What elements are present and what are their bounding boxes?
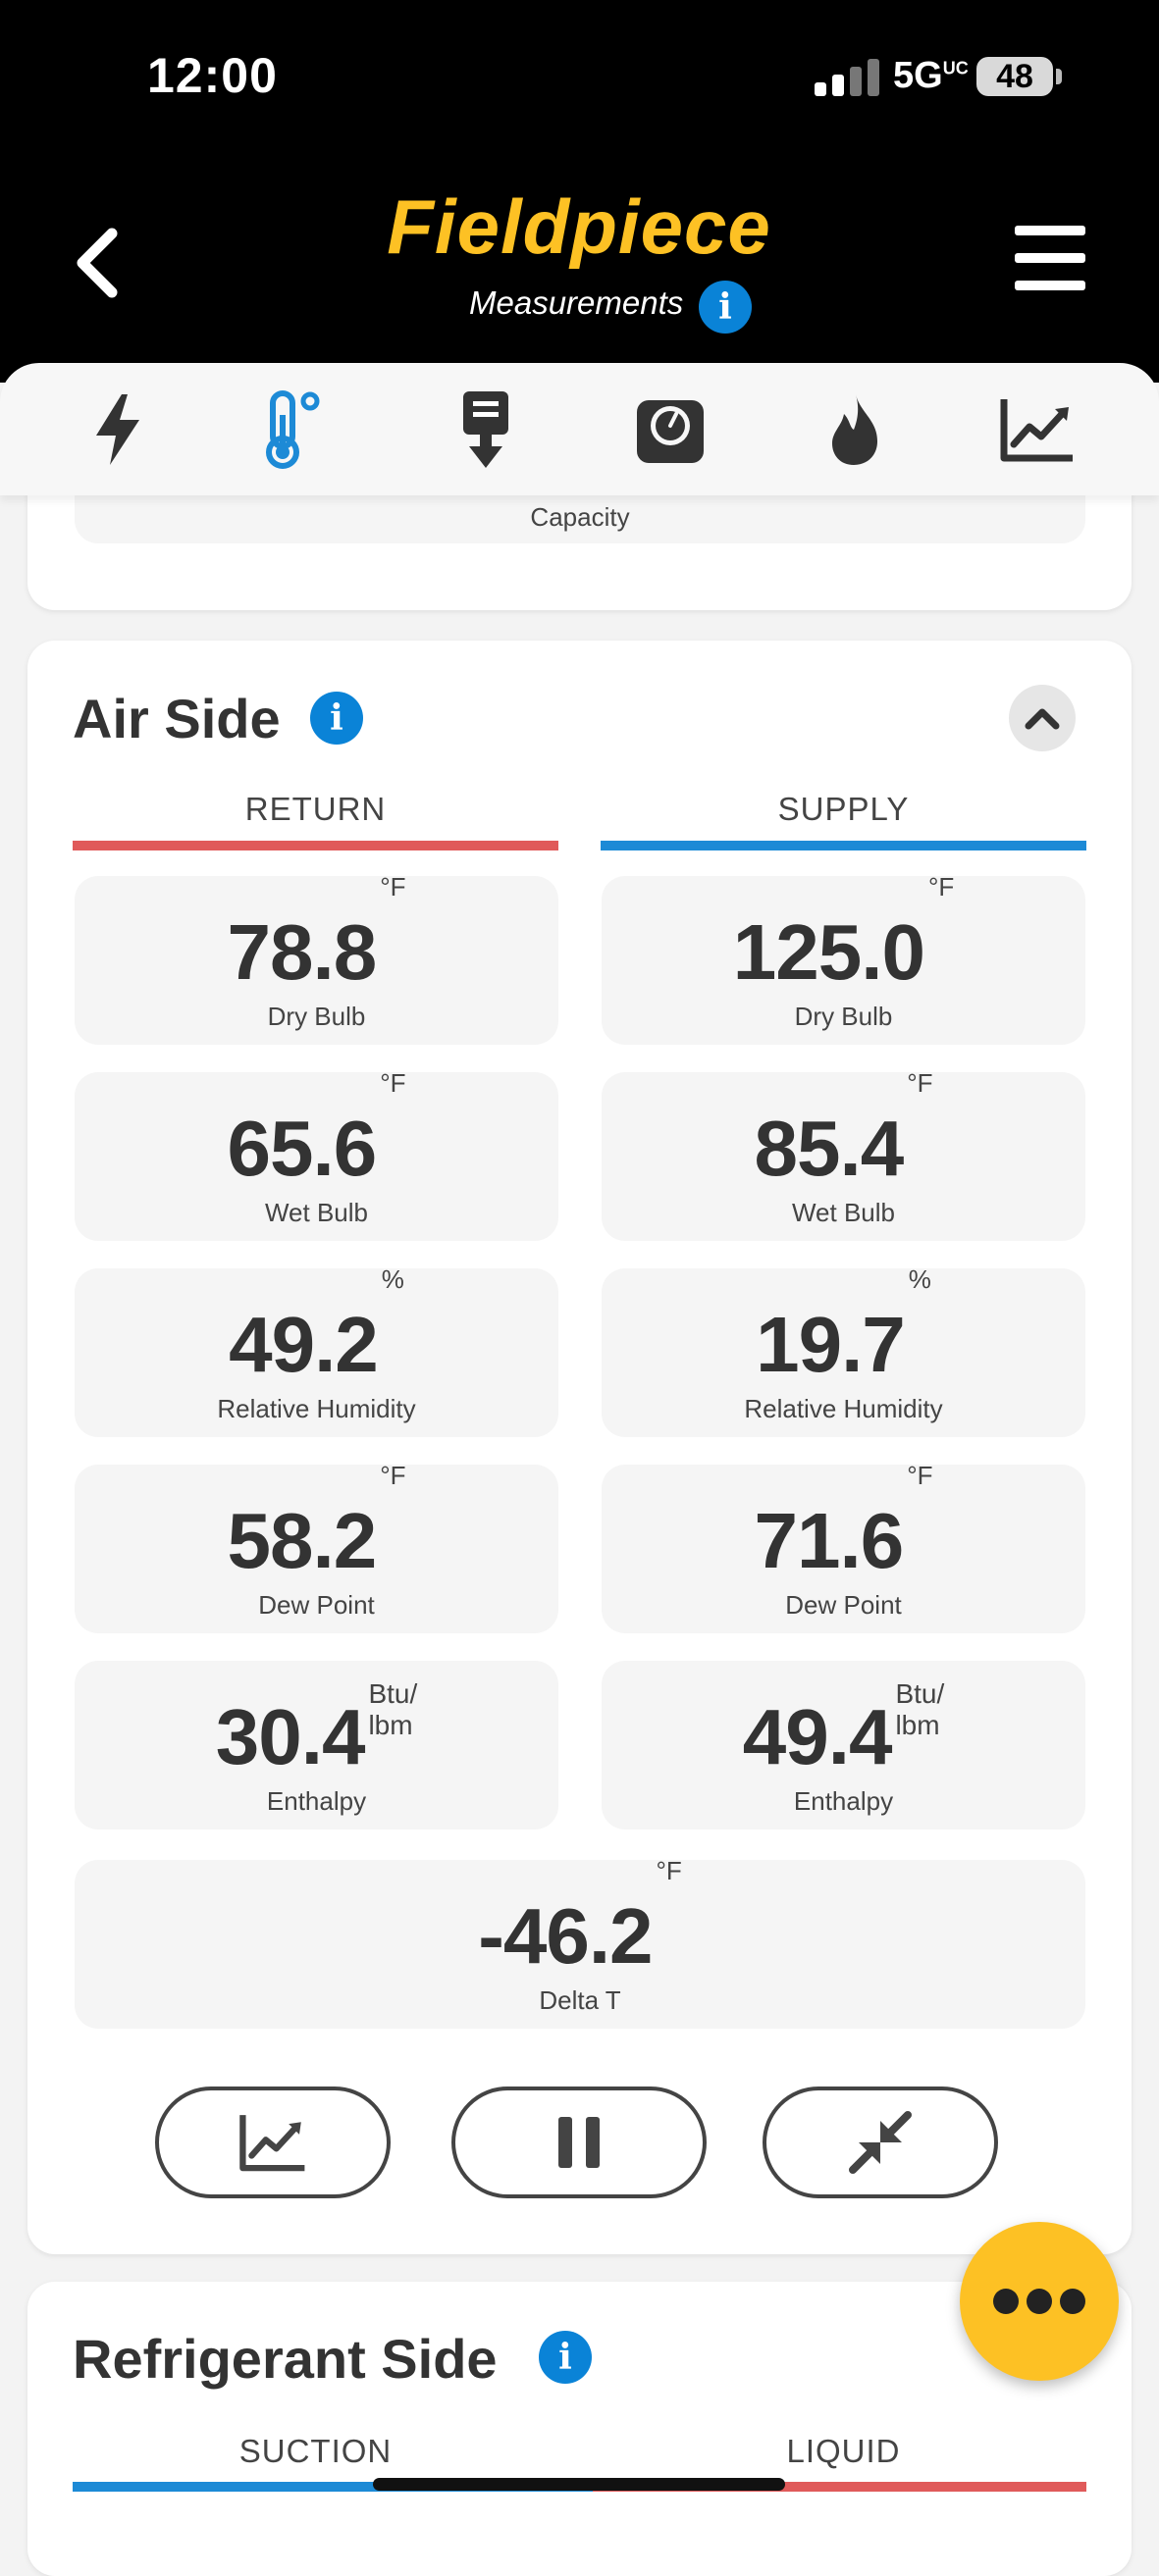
- liquid-column-header: LIQUID: [786, 2433, 901, 2469]
- chart-icon: [239, 2115, 305, 2172]
- flame-icon: [832, 394, 877, 465]
- reading-unit: °F: [907, 1068, 933, 1098]
- return-dry-bulb-tile[interactable]: 78.8°F Dry Bulb: [75, 872, 558, 1045]
- tab-combustion[interactable]: [811, 381, 899, 479]
- supply-dew-point-tile[interactable]: 71.6°F Dew Point: [602, 1461, 1085, 1633]
- reading-label: Wet Bulb: [791, 1198, 895, 1227]
- page-subtitle: Measurements: [469, 284, 684, 321]
- capacity-label: Capacity: [530, 502, 630, 532]
- reading-unit: °F: [907, 1461, 933, 1490]
- collapse-arrows-icon: [849, 2111, 912, 2174]
- return-dew-point-tile[interactable]: 58.2°F Dew Point: [75, 1461, 558, 1633]
- reading-label: Delta T: [539, 1985, 621, 2015]
- download-icon: [463, 391, 508, 468]
- collapse-button[interactable]: [1009, 685, 1076, 751]
- return-relative-humidity-tile[interactable]: 49.2% Relative Humidity: [75, 1264, 558, 1437]
- lightning-icon: [96, 394, 139, 465]
- reading-value: 65.6: [227, 1105, 378, 1192]
- chart-view-button[interactable]: [155, 2087, 391, 2198]
- status-time: 12:00: [147, 48, 278, 103]
- return-color-bar: [73, 841, 558, 850]
- air-side-title: Air Side: [73, 688, 281, 749]
- reading-unit: °F: [380, 1068, 406, 1098]
- delta-t-tile[interactable]: -46.2°F Delta T: [75, 1856, 1085, 2029]
- reading-unit: Btu/lbm: [895, 1678, 945, 1740]
- reading-label: Dew Point: [785, 1590, 902, 1620]
- reading-value: 71.6: [754, 1497, 905, 1584]
- gauge-icon: [637, 400, 704, 463]
- supply-enthalpy-tile[interactable]: 49.4 Btu/lbm Enthalpy: [602, 1661, 1085, 1829]
- minimize-button[interactable]: [763, 2087, 998, 2198]
- app-header: [0, 147, 1159, 383]
- reading-label: Enthalpy: [793, 1786, 894, 1816]
- reading-value: 78.8: [227, 908, 378, 996]
- supply-dry-bulb-tile[interactable]: 125.0°F Dry Bulb: [602, 872, 1085, 1045]
- tab-air[interactable]: [245, 381, 334, 479]
- reading-label: Wet Bulb: [264, 1198, 368, 1227]
- reading-unit: %: [381, 1264, 404, 1294]
- return-column-header: RETURN: [244, 791, 387, 827]
- suction-color-bar: [73, 2482, 593, 2492]
- more-dots-icon: [993, 2289, 1019, 2314]
- more-actions-button[interactable]: [960, 2222, 1119, 2381]
- suction-column-header: SUCTION: [238, 2433, 393, 2469]
- reading-value: 85.4: [754, 1105, 905, 1192]
- measurements-info-icon[interactable]: i: [699, 281, 752, 334]
- reading-label: Dry Bulb: [794, 1002, 893, 1031]
- reading-label: Dry Bulb: [267, 1002, 366, 1031]
- reading-value: 125.0: [732, 908, 925, 996]
- reading-unit: °F: [380, 872, 406, 902]
- thermometer-icon: [266, 390, 320, 469]
- chart-icon: [1000, 399, 1073, 462]
- pause-button[interactable]: [451, 2087, 707, 2198]
- air-side-info-icon[interactable]: i: [310, 692, 363, 745]
- tab-download[interactable]: [442, 381, 530, 479]
- tab-electrical[interactable]: [74, 381, 162, 479]
- pause-icon: [558, 2117, 600, 2168]
- hamburger-menu-button[interactable]: [1015, 226, 1085, 290]
- reading-unit: °F: [656, 1856, 682, 1885]
- reading-unit: %: [908, 1264, 931, 1294]
- supply-color-bar: [601, 841, 1086, 850]
- reading-value: 19.7: [756, 1301, 906, 1388]
- battery-level: 48: [976, 57, 1053, 96]
- reading-label: Relative Humidity: [744, 1394, 943, 1423]
- refrigerant-side-title: Refrigerant Side: [73, 2328, 498, 2390]
- fieldpiece-logo: Fieldpiece: [387, 183, 771, 270]
- return-wet-bulb-tile[interactable]: 65.6°F Wet Bulb: [75, 1068, 558, 1241]
- chevron-up-icon: [1025, 708, 1060, 730]
- reading-unit: °F: [380, 1461, 406, 1490]
- reading-label: Dew Point: [258, 1590, 375, 1620]
- chevron-left-icon: [77, 228, 118, 298]
- measurement-tabbar: [0, 363, 1159, 495]
- reading-value: 30.4: [215, 1693, 366, 1780]
- supply-column-header: SUPPLY: [777, 791, 910, 827]
- reading-value: 49.4: [742, 1693, 893, 1780]
- back-button[interactable]: [69, 224, 128, 302]
- battery-cap: [1056, 69, 1062, 84]
- supply-relative-humidity-tile[interactable]: 19.7% Relative Humidity: [602, 1264, 1085, 1437]
- refrigerant-side-info-icon[interactable]: i: [539, 2331, 592, 2384]
- tab-charts[interactable]: [993, 381, 1081, 479]
- return-enthalpy-tile[interactable]: 30.4 Btu/lbm Enthalpy: [75, 1661, 558, 1829]
- reading-label: Relative Humidity: [217, 1394, 416, 1423]
- reading-label: Enthalpy: [266, 1786, 367, 1816]
- liquid-color-bar: [593, 2482, 1086, 2492]
- home-indicator[interactable]: [373, 2478, 785, 2491]
- cell-signal-icon: [815, 59, 885, 96]
- supply-wet-bulb-tile[interactable]: 85.4°F Wet Bulb: [602, 1068, 1085, 1241]
- reading-value: -46.2: [478, 1892, 653, 1980]
- reading-unit: Btu/lbm: [368, 1678, 418, 1740]
- tab-scale[interactable]: [626, 381, 714, 479]
- status-bar: 12:00 5GUC 48: [0, 0, 1159, 147]
- network-indicator: 5GUC: [893, 55, 969, 96]
- reading-unit: °F: [927, 872, 955, 902]
- reading-value: 49.2: [229, 1301, 379, 1388]
- reading-value: 58.2: [227, 1497, 378, 1584]
